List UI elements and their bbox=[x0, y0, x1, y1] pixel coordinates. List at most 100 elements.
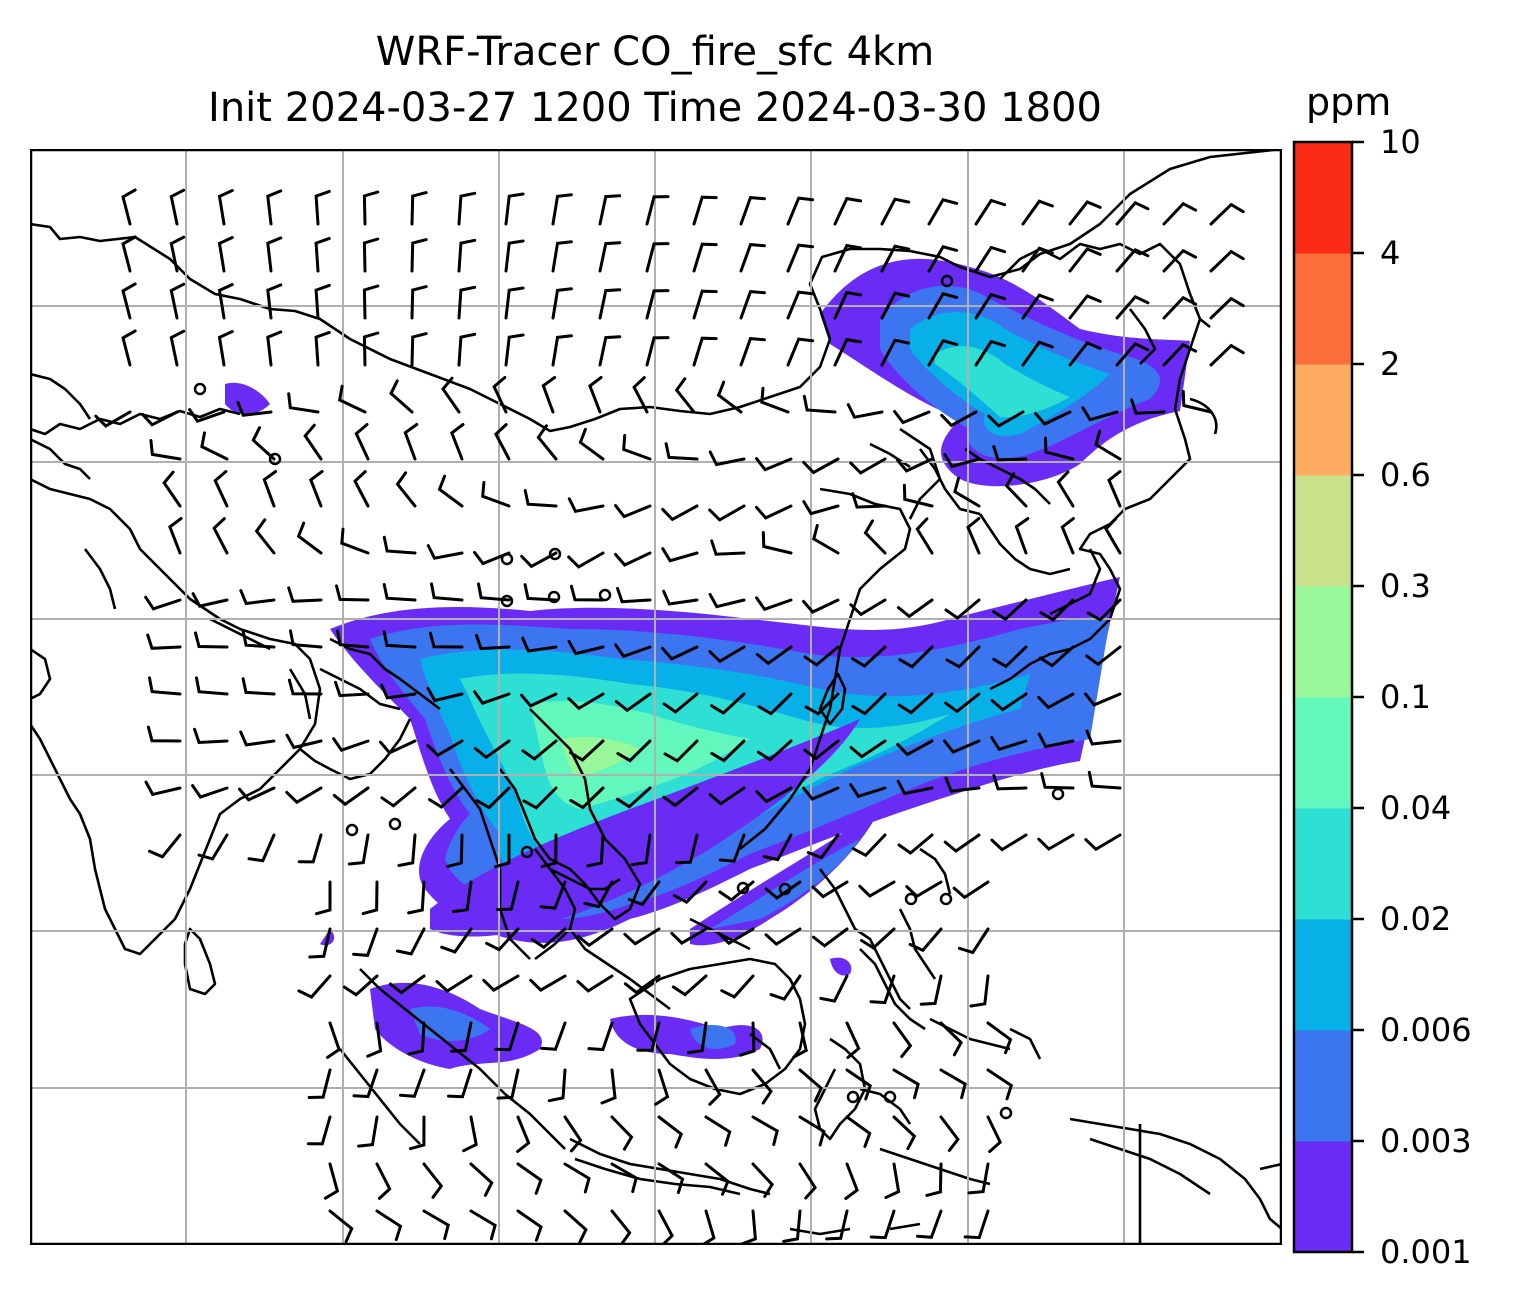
wind-barb bbox=[692, 195, 718, 226]
plume-south-streak bbox=[430, 719, 860, 937]
wind-barb bbox=[786, 196, 815, 226]
wind-barb bbox=[1181, 390, 1213, 414]
wind-barb bbox=[239, 589, 276, 606]
wind-barb bbox=[969, 974, 990, 1008]
wind-barb bbox=[396, 927, 426, 956]
wind-barb bbox=[342, 974, 379, 997]
wind-barb bbox=[315, 880, 332, 916]
wind-barb bbox=[905, 880, 943, 899]
wind-barb bbox=[1162, 248, 1198, 273]
wind-barb bbox=[833, 290, 863, 320]
wind-barb bbox=[916, 1209, 943, 1239]
wind-barb bbox=[1084, 833, 1122, 852]
wind-barb bbox=[475, 633, 511, 651]
wind-barb bbox=[266, 283, 283, 320]
wind-barb bbox=[986, 1115, 1003, 1153]
wind-barb bbox=[586, 833, 605, 868]
wind-barb bbox=[169, 188, 186, 226]
wind-barb bbox=[974, 198, 1007, 226]
wind-barb bbox=[869, 974, 896, 1005]
wind-barb bbox=[672, 880, 708, 905]
wind-barb bbox=[802, 500, 840, 516]
wind-barb bbox=[492, 376, 508, 414]
wind-barb bbox=[661, 547, 699, 563]
calm-wind-circle bbox=[193, 382, 207, 396]
colorbar-segment bbox=[1294, 253, 1352, 365]
calm-wind-circle bbox=[736, 881, 750, 895]
wind-barb bbox=[239, 730, 276, 747]
wind-barb bbox=[1060, 517, 1075, 555]
wind-barb bbox=[446, 833, 464, 868]
wind-barb bbox=[990, 692, 1028, 712]
wind-barb bbox=[1162, 295, 1198, 320]
wind-barb bbox=[692, 242, 718, 273]
wind-barb bbox=[858, 880, 896, 898]
wind-barb bbox=[362, 331, 380, 367]
wind-barb bbox=[943, 739, 981, 754]
wind-barb bbox=[657, 1209, 674, 1245]
wind-barb bbox=[627, 880, 661, 907]
wind-barb bbox=[755, 596, 793, 612]
wind-barb bbox=[336, 629, 370, 649]
wind-barb bbox=[195, 676, 229, 696]
wind-barb bbox=[1056, 470, 1075, 508]
wind-barb bbox=[352, 927, 379, 957]
wind-barb bbox=[569, 739, 605, 762]
calm-wind-circle bbox=[268, 452, 282, 466]
wind-barb bbox=[362, 284, 380, 320]
wind-barb bbox=[481, 480, 511, 508]
wind-barb bbox=[578, 427, 605, 461]
wind-barb bbox=[819, 974, 849, 1003]
wind-barb bbox=[812, 927, 849, 948]
wind-barb bbox=[802, 598, 840, 614]
wind-barb bbox=[704, 1115, 732, 1147]
wind-barb bbox=[238, 786, 276, 802]
wind-barb bbox=[844, 1162, 859, 1200]
wind-barb bbox=[569, 786, 605, 810]
wind-barb bbox=[632, 376, 649, 414]
wind-barb bbox=[764, 880, 802, 900]
wind-barb bbox=[662, 692, 699, 714]
wind-barb bbox=[382, 535, 417, 555]
wind-barb bbox=[600, 1068, 617, 1105]
wind-barb bbox=[1115, 247, 1150, 273]
wind-barb bbox=[426, 686, 464, 703]
wind-barb bbox=[241, 677, 276, 696]
wind-barb bbox=[1107, 470, 1122, 508]
wind-barb bbox=[992, 645, 1028, 669]
wind-barb bbox=[457, 332, 477, 367]
wind-barb bbox=[1087, 770, 1122, 790]
wind-barb bbox=[521, 636, 558, 653]
wind-barb bbox=[739, 337, 766, 367]
wind-barb bbox=[992, 598, 1028, 621]
wind-barb bbox=[408, 1115, 426, 1151]
colorbar-segment bbox=[1294, 919, 1352, 1031]
wind-barb bbox=[547, 1068, 567, 1103]
wind-barb bbox=[811, 880, 849, 899]
wind-barb bbox=[540, 1021, 567, 1051]
wind-barb bbox=[718, 880, 755, 902]
wind-barb bbox=[804, 692, 840, 716]
wind-barb bbox=[645, 289, 670, 320]
wind-barb bbox=[756, 739, 793, 762]
wind-barb bbox=[407, 880, 426, 915]
wind-barb bbox=[598, 335, 622, 367]
wind-barb bbox=[352, 1068, 379, 1099]
wind-barb bbox=[708, 786, 746, 806]
wind-barb bbox=[692, 336, 718, 367]
wind-barb bbox=[287, 392, 320, 414]
wind-barb bbox=[523, 583, 558, 602]
wind-barb bbox=[645, 242, 670, 273]
colorbar-tick-label: 2 bbox=[1380, 345, 1401, 383]
wind-barb bbox=[335, 584, 370, 602]
wind-barb bbox=[583, 880, 614, 909]
wind-barb bbox=[551, 240, 573, 273]
wind-barb bbox=[897, 833, 934, 855]
wind-barb bbox=[1068, 294, 1102, 320]
wind-barb bbox=[927, 245, 959, 273]
wind-barb bbox=[247, 833, 276, 863]
wind-barb bbox=[919, 974, 943, 1006]
colorbar-unit-label: ppm bbox=[1306, 80, 1392, 124]
wind-barb bbox=[939, 1021, 963, 1057]
wind-barb bbox=[851, 692, 887, 716]
